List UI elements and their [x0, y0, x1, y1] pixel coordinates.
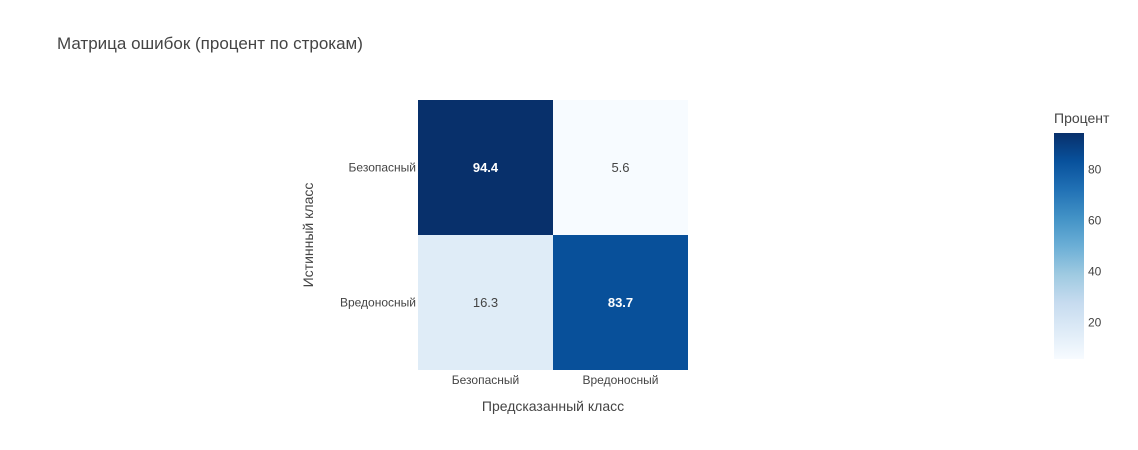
cell-value-label: 5.6 [611, 160, 629, 175]
heatmap-cell-labels: 94.4 5.6 16.3 83.7 [473, 160, 633, 310]
colorbar-ticks: 20 40 60 80 [1088, 163, 1102, 330]
y-tick-label: Вредоносный [340, 296, 416, 310]
heatmap-cell [418, 235, 553, 370]
x-tick-label: Безопасный [452, 373, 519, 387]
colorbar-tick-label: 80 [1088, 163, 1102, 177]
heatmap-cell [553, 235, 688, 370]
y-axis-title: Истинный класс [300, 183, 316, 288]
heatmap-cell [418, 100, 553, 235]
heatmap-cells [418, 100, 688, 370]
cell-value-label: 16.3 [473, 295, 498, 310]
y-tick-label: Безопасный [349, 161, 416, 175]
cell-value-label: 94.4 [473, 160, 499, 175]
cell-value-label: 83.7 [608, 295, 633, 310]
colorbar-title: Процент [1054, 110, 1110, 126]
x-axis-ticks: Безопасный Вредоносный [452, 373, 659, 387]
colorbar [1054, 133, 1084, 359]
chart-title: Матрица ошибок (процент по строкам) [57, 34, 363, 53]
x-tick-label: Вредоносный [582, 373, 658, 387]
x-axis-title: Предсказанный класс [482, 398, 624, 414]
colorbar-tick-label: 20 [1088, 315, 1102, 329]
colorbar-tick-label: 40 [1088, 264, 1102, 278]
y-axis-ticks: Безопасный Вредоносный [340, 161, 416, 310]
colorbar-tick-label: 60 [1088, 214, 1102, 228]
heatmap-cell [553, 100, 688, 235]
